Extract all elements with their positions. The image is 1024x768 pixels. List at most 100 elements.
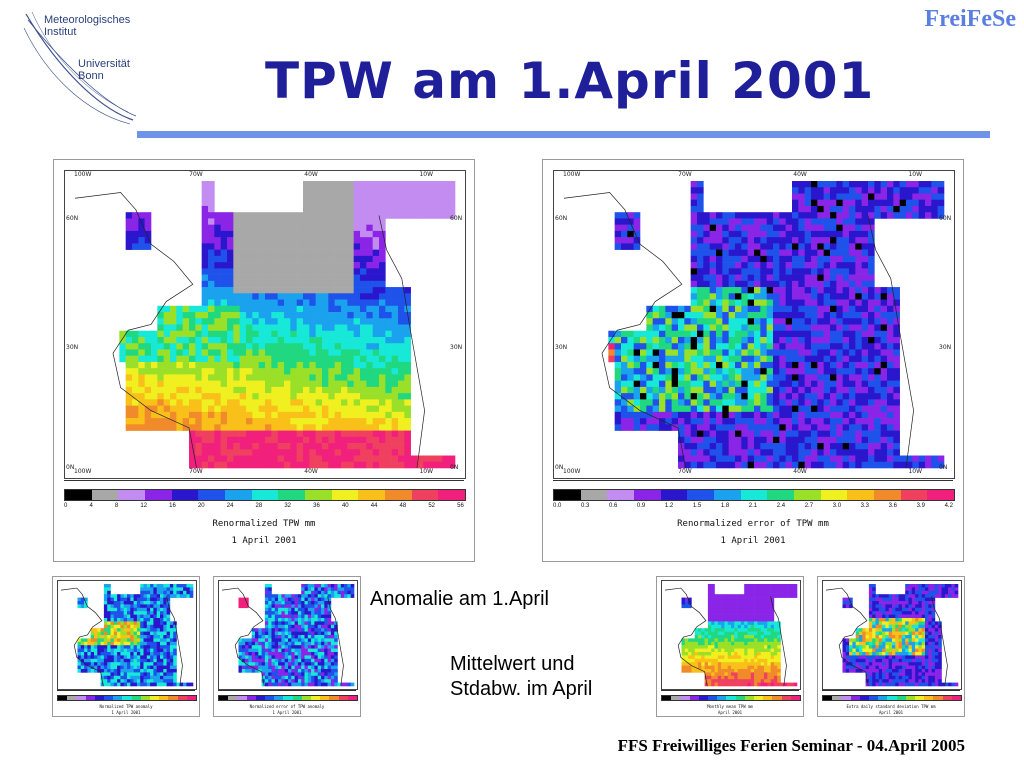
map-caption-line2: April 2001	[878, 710, 904, 715]
colorbar-swatch	[832, 696, 842, 700]
map-field	[661, 580, 801, 690]
colorbar-swatch	[292, 696, 302, 700]
brand-text: FreiFeSe	[924, 6, 1016, 32]
annotation-mean-stddev: Mittelwert und Stdabw. im April	[450, 653, 593, 700]
colorbar-swatch	[329, 696, 339, 700]
colorbar-swatch	[660, 490, 688, 500]
anomaly-map-thumbnail: Normalized TPW anomaly 1 April 2001	[52, 576, 200, 717]
longitude-tick-label: 40W	[793, 468, 807, 475]
colorbar	[661, 695, 801, 701]
tpw-error-map-panel: 100W 100W 70W 70W 40W 40W 10W 10W 60N 60N 30N 30N 0N…	[542, 159, 964, 562]
colorbar-swatch	[698, 696, 709, 700]
colorbar-swatch	[790, 696, 801, 700]
map-field	[218, 580, 358, 690]
annotation-anomaly: Anomalie am 1.April	[370, 588, 549, 610]
colorbar-tick-label: 40	[341, 503, 349, 509]
colorbar-swatch	[794, 490, 821, 500]
map-caption-line2: 1 April 2001	[111, 710, 141, 715]
colorbar-swatch	[228, 696, 238, 700]
latitude-tick-label: 60N	[66, 215, 79, 223]
colorbar-tick-label: 52	[428, 503, 436, 509]
logo-text-university: Universität Bonn	[78, 58, 130, 82]
anomaly-error-map-thumbnail: Normalized error of TPW anomaly 1 April 2…	[213, 576, 361, 717]
longitude-tick-label: 70W	[189, 468, 203, 475]
map-caption-line2: 1 April 2001	[231, 536, 297, 546]
map-separator	[822, 690, 960, 691]
colorbar-swatch	[76, 696, 86, 700]
colorbar-swatch	[554, 490, 581, 500]
colorbar-tick-label: 44	[370, 503, 378, 509]
colorbar-swatch	[754, 696, 764, 700]
longitude-tick-label: 100W	[563, 171, 581, 178]
colorbar-tick-label: 4	[89, 503, 93, 509]
longitude-tick-label: 100W	[74, 468, 92, 475]
colorbar-swatch	[662, 696, 672, 700]
colorbar-tick-label: 3.6	[888, 503, 897, 509]
map-caption-line1: Renormalized TPW mm	[212, 519, 316, 529]
colorbar-swatch	[708, 696, 718, 700]
colorbar-swatch	[767, 490, 795, 500]
colorbar-swatch	[714, 490, 741, 500]
colorbar-tick-label: 0.9	[636, 503, 646, 509]
map-caption: Normalized error of TPW anomaly 1 April 2…	[214, 704, 360, 716]
map-field	[57, 580, 197, 690]
colorbar-tick-label: 32	[284, 503, 292, 509]
map-separator	[64, 480, 464, 481]
colorbar-swatch	[869, 696, 879, 700]
colorbar-swatch	[772, 696, 782, 700]
colorbar-swatch	[847, 490, 875, 500]
colorbar-tick-label: 1.8	[720, 503, 730, 509]
colorbar-swatch	[301, 696, 312, 700]
colorbar-swatch	[850, 696, 860, 700]
colorbar-swatch	[159, 696, 169, 700]
longitude-tick-label: 40W	[304, 171, 318, 178]
colorbar-swatch	[274, 696, 284, 700]
latitude-tick-label: 30N	[450, 344, 463, 352]
map-field-raster	[60, 584, 194, 687]
colorbar-swatch	[680, 696, 690, 700]
latitude-tick-label: 30N	[939, 344, 952, 352]
colorbar-tick-label: 12	[140, 503, 148, 509]
colorbar-tick-label: 24	[226, 503, 234, 509]
map-field	[553, 170, 955, 479]
latitude-tick-label: 0N	[66, 463, 75, 471]
colorbar-swatch	[924, 696, 934, 700]
colorbar-swatch	[251, 490, 279, 500]
latitude-tick-label: 0N	[939, 463, 948, 471]
colorbar-swatch	[942, 696, 952, 700]
colorbar-swatch	[781, 696, 791, 700]
longitude-tick-label: 40W	[793, 171, 807, 178]
colorbar-tick-label: 2.7	[804, 503, 814, 509]
colorbar-swatch	[65, 490, 92, 500]
map-caption: Monthly mean TPW mm April 2001	[657, 704, 803, 716]
map-separator	[57, 690, 195, 691]
colorbar-swatch	[145, 490, 172, 500]
map-field-raster	[825, 584, 959, 687]
colorbar-tick-label: 28	[255, 503, 263, 509]
colorbar-tick-label: 0.6	[608, 503, 618, 509]
colorbar	[64, 489, 466, 501]
map-field-raster	[74, 181, 456, 469]
colorbar-swatch	[150, 696, 160, 700]
colorbar-swatch	[338, 696, 348, 700]
latitude-tick-label: 30N	[555, 344, 568, 352]
longitude-tick-label: 100W	[563, 468, 581, 475]
map-caption: Normalized TPW anomaly 1 April 2001	[53, 704, 199, 716]
colorbar-swatch	[320, 696, 330, 700]
colorbar-swatch	[820, 490, 848, 500]
colorbar-swatch	[841, 696, 851, 700]
colorbar-swatch	[186, 696, 197, 700]
colorbar-swatch	[580, 490, 608, 500]
colorbar-swatch	[198, 490, 226, 500]
colorbar-swatch	[104, 696, 114, 700]
latitude-tick-label: 0N	[450, 463, 459, 471]
colorbar-swatch	[237, 696, 247, 700]
map-caption-line1: Normalized error of TPW anomaly	[249, 704, 325, 709]
colorbar-swatch	[874, 490, 901, 500]
longitude-tick-label: 10W	[419, 468, 434, 475]
colorbar-swatch	[689, 696, 699, 700]
colorbar-labels: 0.0 0.3 0.6 0.9 1.2 1.5 1.8 2.1 2.4 2.7 3.0 3.3 3.6 3…	[553, 503, 953, 509]
colorbar-swatch	[177, 696, 187, 700]
colorbar-swatch	[927, 490, 955, 500]
colorbar-tick-label: 0	[64, 503, 68, 509]
